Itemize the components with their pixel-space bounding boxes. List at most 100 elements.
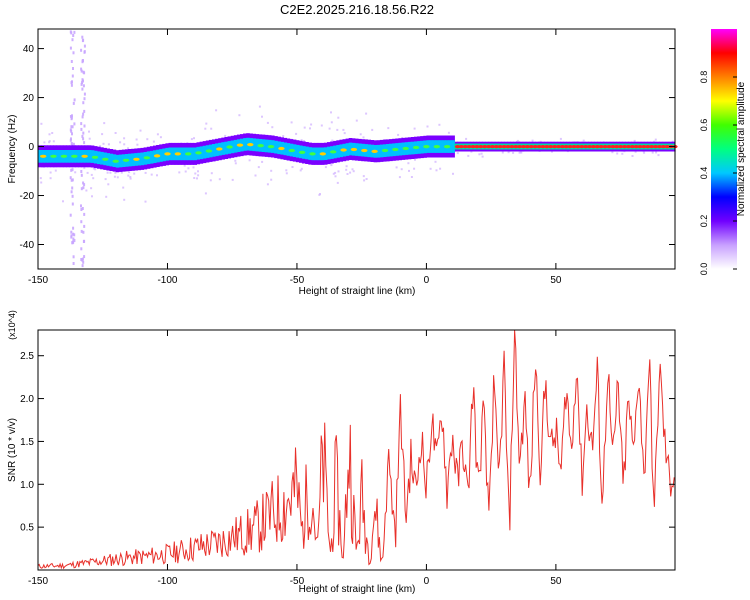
spectrogram-cloud-point: [359, 133, 362, 136]
spectrogram-cloud-point: [438, 123, 441, 126]
spectrogram-ridge-mid: [171, 147, 176, 161]
spectrogram-cloud-point: [330, 111, 332, 114]
spectrogram-frame: [37, 28, 676, 270]
spectrogram-ridge-mid: [243, 138, 247, 151]
spectrogram-ridge-core: [653, 145, 659, 149]
spectrogram-cloud-point: [387, 127, 390, 130]
spectrogram-cloud-point: [398, 176, 401, 179]
spectrogram-cloud-point: [478, 153, 481, 156]
spectrogram-y-tick-label: -20: [20, 191, 35, 202]
spectrogram-ridge-core: [520, 145, 527, 149]
spectrogram-ridge-mid: [389, 143, 393, 157]
spectrogram-ridge-core: [505, 145, 511, 149]
spectrogram-cloud-point: [285, 169, 288, 172]
spectrogram-ridge-core: [257, 144, 264, 148]
spectrogram-cloud-point: [156, 133, 159, 136]
spectrogram-streak-point: [80, 173, 83, 177]
spectrogram-ridge-core: [660, 145, 666, 149]
colorbar-tick-label: 0.2: [699, 215, 709, 228]
spectrogram-streak-point: [72, 51, 75, 55]
spectrogram-cloud-point: [215, 109, 218, 112]
spectrogram-cloud-point: [156, 174, 158, 177]
spectrogram-cloud-point: [238, 114, 241, 117]
spectrogram-cloud-point: [611, 151, 614, 154]
spectrogram-cloud-point: [470, 150, 473, 153]
spectrogram-streak-point: [71, 38, 74, 42]
spectrogram-cloud-point: [234, 162, 237, 165]
spectrogram-ridge-core: [81, 154, 88, 158]
spectrogram-streak-point: [80, 82, 83, 86]
spectrogram-cloud-point: [318, 193, 321, 196]
spectrogram-cloud-point: [328, 127, 331, 130]
spectrogram-streak-point: [80, 247, 83, 251]
spectrogram-streak-point: [82, 59, 84, 63]
spectrogram-ridge-core: [528, 145, 534, 149]
spectrogram-cloud-point: [159, 136, 162, 139]
spectrogram-cloud-point: [363, 179, 366, 182]
spectrogram-cloud-point: [194, 172, 197, 175]
spectrogram-cloud-point: [205, 122, 208, 125]
spectrogram-ridge-core: [164, 152, 171, 156]
spectrogram-ridge-core: [517, 145, 523, 149]
spectrogram-cloud-point: [345, 168, 348, 171]
spectrogram-cloud-point: [105, 195, 108, 198]
spectrogram-cloud-point: [295, 132, 298, 135]
spectrogram-cloud-point: [518, 151, 521, 154]
spectrogram-cloud-point: [146, 138, 149, 141]
spectrogram-cloud-point: [90, 173, 93, 176]
spectrogram-ridge-core: [544, 145, 550, 149]
spectrogram-cloud-point: [74, 171, 77, 174]
spectrogram-cloud-point: [106, 171, 109, 174]
spectrogram-cloud-point: [144, 200, 147, 203]
spectrogram-streak-point: [72, 226, 75, 230]
spectrogram-streak-point: [81, 207, 84, 210]
spectrogram-cloud-point: [651, 151, 654, 154]
spectrogram-ridge-core: [350, 147, 358, 152]
spectrogram-streak-point: [83, 224, 86, 228]
spectrogram-cloud-point: [48, 140, 51, 143]
spectrogram-cloud-point: [324, 166, 327, 169]
snr-x-tick-label: 50: [550, 576, 562, 587]
spectrogram-cloud-point: [116, 176, 119, 179]
spectrogram-cloud-point: [234, 159, 237, 162]
colorbar-tick-label: 0.8: [699, 71, 709, 84]
spectrogram-ridge-core: [466, 145, 472, 149]
spectrogram-streak-point: [70, 117, 73, 121]
spectrogram-ridge-mid: [47, 150, 51, 163]
spectrogram-ridge-core: [540, 145, 546, 149]
spectrogram-ridge-core: [226, 145, 233, 149]
spectrogram-cloud-point: [657, 154, 660, 157]
spectrogram-ridge-core: [153, 154, 161, 158]
spectrogram-ridge-core: [497, 145, 503, 149]
spectrogram-streak-point: [72, 237, 75, 241]
spectrogram-streak-point: [82, 101, 85, 105]
spectrogram-streak-point: [81, 264, 84, 268]
spectrogram-streak-point: [80, 48, 83, 52]
spectrogram-ridge-core: [236, 143, 244, 147]
spectrogram-ridge-core: [267, 145, 275, 149]
spectrogram-streak-point: [81, 81, 83, 85]
spectrogram-cloud-point: [643, 151, 646, 154]
spectrogram-streak-point: [80, 204, 82, 208]
spectrogram-cloud-point: [507, 151, 510, 154]
spectrogram-ridge-mid: [398, 142, 402, 156]
spectrogram-cloud-point: [320, 124, 323, 127]
spectrogram-streak-point: [70, 190, 73, 194]
snr-series-line: [37, 329, 675, 570]
spectrogram-streak-point: [70, 168, 73, 172]
snr-x-axis-label: Height of straight line (km): [299, 584, 416, 595]
spectrogram-cloud-point: [139, 129, 142, 132]
spectrogram-y-tick-label: 40: [23, 44, 35, 55]
spectrogram-cloud-point: [362, 136, 365, 139]
spectrogram-cloud-point: [133, 172, 136, 175]
spectrogram-streak-point: [71, 168, 74, 172]
spectrogram-streak-point: [73, 30, 76, 34]
spectrogram-streak-point: [72, 142, 75, 146]
spectrogram-ridge-core: [586, 145, 593, 149]
spectrogram-cloud-point: [303, 126, 306, 129]
spectrogram-streak-point: [80, 67, 83, 71]
spectrogram-ridge-core: [60, 154, 68, 158]
spectrogram-cloud-point: [193, 177, 196, 179]
spectrogram-cloud-point: [501, 151, 504, 154]
